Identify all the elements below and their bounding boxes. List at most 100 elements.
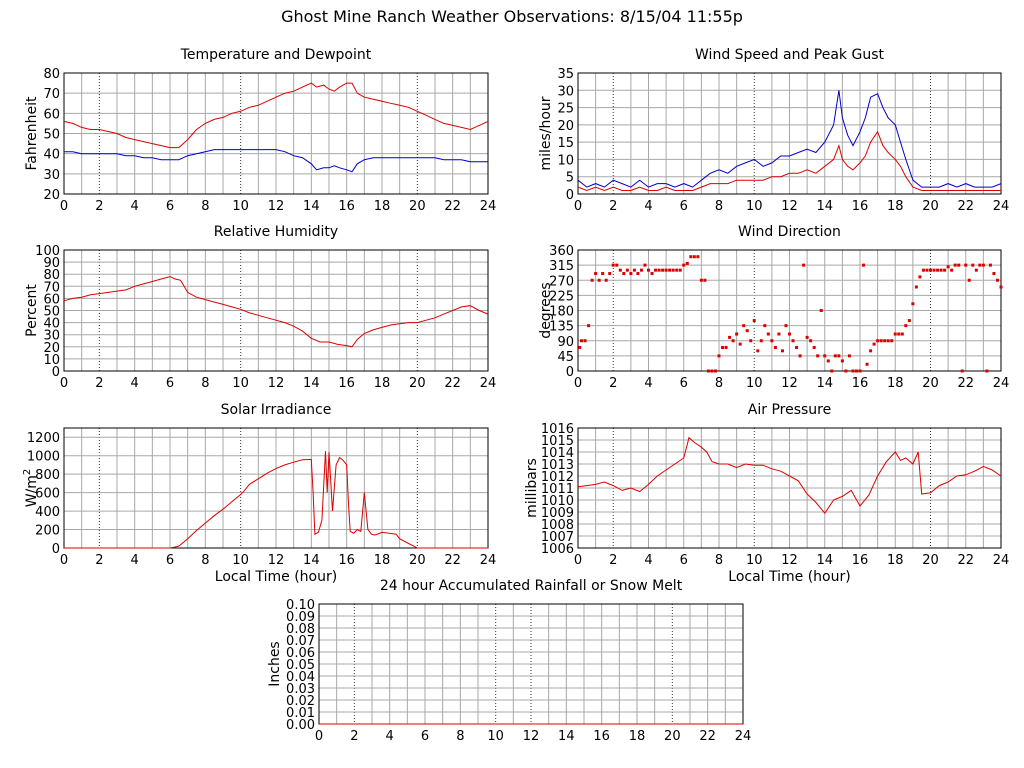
x-tick-label: 12 bbox=[523, 729, 540, 744]
y-tick-label: 15 bbox=[557, 136, 574, 151]
data-point bbox=[692, 255, 696, 259]
y-tick-label: 600 bbox=[35, 487, 60, 502]
y-axis-label: W/m2 bbox=[22, 469, 40, 508]
data-point bbox=[816, 354, 820, 358]
x-tick-label: 20 bbox=[922, 553, 939, 568]
y-tick-label: 180 bbox=[549, 305, 574, 320]
data-point bbox=[936, 268, 940, 272]
series-line bbox=[577, 130, 1001, 192]
y-tick-label: 225 bbox=[549, 289, 574, 304]
data-point bbox=[668, 268, 672, 272]
y-axis-label: Percent bbox=[24, 284, 40, 337]
data-point bbox=[893, 332, 897, 336]
data-point bbox=[583, 339, 587, 343]
x-tick-label: 8 bbox=[201, 553, 209, 568]
x-tick-label: 10 bbox=[487, 729, 504, 744]
chart-title: Relative Humidity bbox=[214, 224, 338, 240]
data-point bbox=[578, 345, 582, 349]
data-point bbox=[773, 345, 777, 349]
data-point bbox=[918, 275, 922, 279]
x-tick-label: 14 bbox=[303, 376, 320, 391]
data-point bbox=[914, 285, 918, 289]
x-tick-label: 4 bbox=[644, 376, 652, 391]
x-tick-label: 12 bbox=[781, 553, 798, 568]
data-point bbox=[657, 268, 661, 272]
data-point bbox=[661, 268, 665, 272]
data-point bbox=[738, 342, 742, 346]
y-tick-label: 0 bbox=[52, 365, 60, 380]
y-tick-label: 0.03 bbox=[286, 682, 315, 697]
x-tick-label: 18 bbox=[887, 553, 904, 568]
y-tick-label: 1008 bbox=[541, 518, 574, 533]
x-tick-label: 20 bbox=[922, 199, 939, 214]
data-point bbox=[869, 349, 873, 353]
data-point bbox=[883, 339, 887, 343]
chart-title: Temperature and Dewpoint bbox=[180, 47, 372, 63]
x-tick-label: 16 bbox=[338, 553, 355, 568]
data-point bbox=[833, 354, 837, 358]
data-point bbox=[763, 324, 767, 328]
data-point bbox=[960, 369, 964, 373]
data-point bbox=[823, 354, 827, 358]
data-point bbox=[932, 268, 936, 272]
x-tick-label: 2 bbox=[95, 199, 103, 214]
data-point bbox=[682, 263, 686, 267]
y-tick-label: 60 bbox=[43, 292, 60, 307]
data-point bbox=[780, 349, 784, 353]
y-tick-label: 1007 bbox=[541, 530, 574, 545]
data-point bbox=[897, 332, 901, 336]
data-point bbox=[890, 339, 894, 343]
y-tick-label: 0.02 bbox=[286, 694, 315, 709]
series-line bbox=[63, 276, 489, 348]
x-tick-label: 16 bbox=[338, 199, 355, 214]
y-tick-label: 0 bbox=[566, 365, 574, 380]
data-point bbox=[608, 272, 612, 276]
data-point bbox=[696, 255, 700, 259]
x-tick-label: 10 bbox=[232, 199, 249, 214]
data-point bbox=[654, 268, 658, 272]
y-tick-label: 400 bbox=[35, 505, 60, 520]
data-point bbox=[921, 268, 925, 272]
data-point bbox=[904, 324, 908, 328]
y-tick-label: 10 bbox=[557, 153, 574, 168]
data-point bbox=[795, 345, 799, 349]
y-tick-label: 100 bbox=[35, 244, 60, 259]
y-tick-label: 0 bbox=[52, 542, 60, 557]
data-point bbox=[879, 339, 883, 343]
data-point bbox=[759, 339, 763, 343]
x-tick-label: 8 bbox=[201, 376, 209, 391]
data-point bbox=[752, 319, 756, 323]
data-point bbox=[964, 263, 968, 267]
chart-title: Wind Speed and Peak Gust bbox=[695, 47, 884, 63]
data-point bbox=[872, 342, 876, 346]
data-point bbox=[876, 339, 880, 343]
y-tick-label: 60 bbox=[43, 107, 60, 122]
data-point bbox=[580, 339, 584, 343]
data-point bbox=[985, 369, 989, 373]
series-line bbox=[64, 451, 488, 549]
x-tick-label: 6 bbox=[421, 729, 429, 744]
data-point bbox=[788, 332, 791, 336]
x-tick-label: 14 bbox=[816, 553, 833, 568]
y-tick-label: 50 bbox=[43, 128, 60, 143]
data-point bbox=[953, 263, 957, 267]
x-tick-label: 18 bbox=[887, 199, 904, 214]
y-axis-label: millibars bbox=[524, 458, 540, 518]
data-point bbox=[809, 339, 813, 343]
x-tick-label: 8 bbox=[715, 376, 723, 391]
series-line bbox=[64, 149, 488, 173]
x-tick-label: 16 bbox=[338, 376, 355, 391]
x-tick-label: 0 bbox=[60, 376, 68, 391]
y-tick-label: 270 bbox=[549, 274, 574, 289]
x-tick-label: 22 bbox=[957, 553, 974, 568]
y-tick-label: 90 bbox=[557, 335, 574, 350]
y-tick-label: 0.01 bbox=[286, 706, 315, 721]
x-tick-label: 24 bbox=[735, 729, 752, 744]
data-point bbox=[699, 278, 703, 282]
x-tick-label: 6 bbox=[166, 553, 174, 568]
y-tick-label: 0 bbox=[566, 188, 574, 203]
y-tick-label: 1014 bbox=[541, 446, 574, 461]
x-tick-label: 4 bbox=[131, 199, 139, 214]
